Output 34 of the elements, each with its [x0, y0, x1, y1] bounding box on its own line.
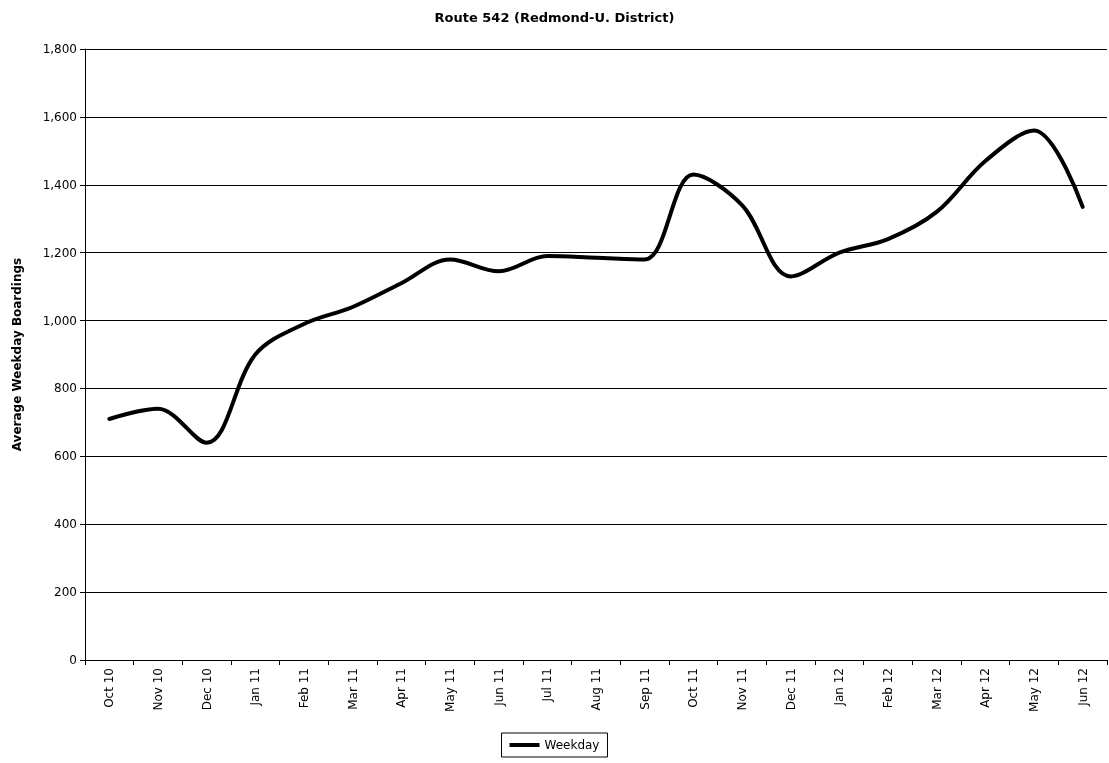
y-tick-label: 0 [69, 653, 77, 667]
x-tick-label: Nov 11 [735, 668, 749, 711]
x-tick-label: Mar 12 [929, 668, 944, 710]
x-tick-label: Jul 11 [540, 668, 555, 703]
y-tick-label: 1,400 [42, 177, 77, 192]
x-tick-label: Nov 10 [151, 668, 165, 711]
x-tick-label: Oct 10 [102, 668, 117, 708]
y-axis-title: Average Weekday Boardings [10, 257, 24, 452]
legend-label: Weekday [544, 738, 600, 752]
y-tick-label: 200 [54, 585, 77, 600]
x-tick-label: Jun 12 [1075, 668, 1090, 707]
x-tick-label: Apr 11 [394, 668, 409, 708]
x-tick-label: Jan 11 [248, 668, 263, 707]
x-tick-label: Jun 11 [491, 668, 506, 707]
x-tick-label: Aug 11 [589, 668, 603, 711]
x-tick-label: Oct 11 [686, 668, 701, 708]
x-tick-label: Dec 11 [783, 668, 798, 711]
x-tick-label: Feb 11 [297, 668, 311, 709]
chart-title: Route 542 (Redmond-U. District) [434, 10, 675, 25]
x-tick-label: Feb 12 [881, 668, 895, 709]
y-tick-label: 800 [54, 381, 77, 396]
x-tick-label: Apr 12 [978, 668, 993, 708]
x-tick-label: Jan 12 [832, 668, 847, 707]
y-tick-label: 600 [54, 449, 77, 464]
y-tick-label: 1,800 [42, 42, 77, 56]
x-tick-label: May 12 [1027, 668, 1041, 712]
y-tick-label: 1,200 [42, 245, 77, 260]
x-tick-label: Dec 10 [199, 668, 214, 711]
y-tick-label: 1,600 [42, 109, 77, 124]
x-tick-label: Sep 11 [637, 668, 652, 710]
x-tick-label: May 11 [443, 668, 457, 712]
y-tick-label: 400 [54, 517, 77, 532]
y-tick-label: 1,000 [42, 313, 77, 328]
x-tick-label: Mar 11 [345, 668, 360, 710]
